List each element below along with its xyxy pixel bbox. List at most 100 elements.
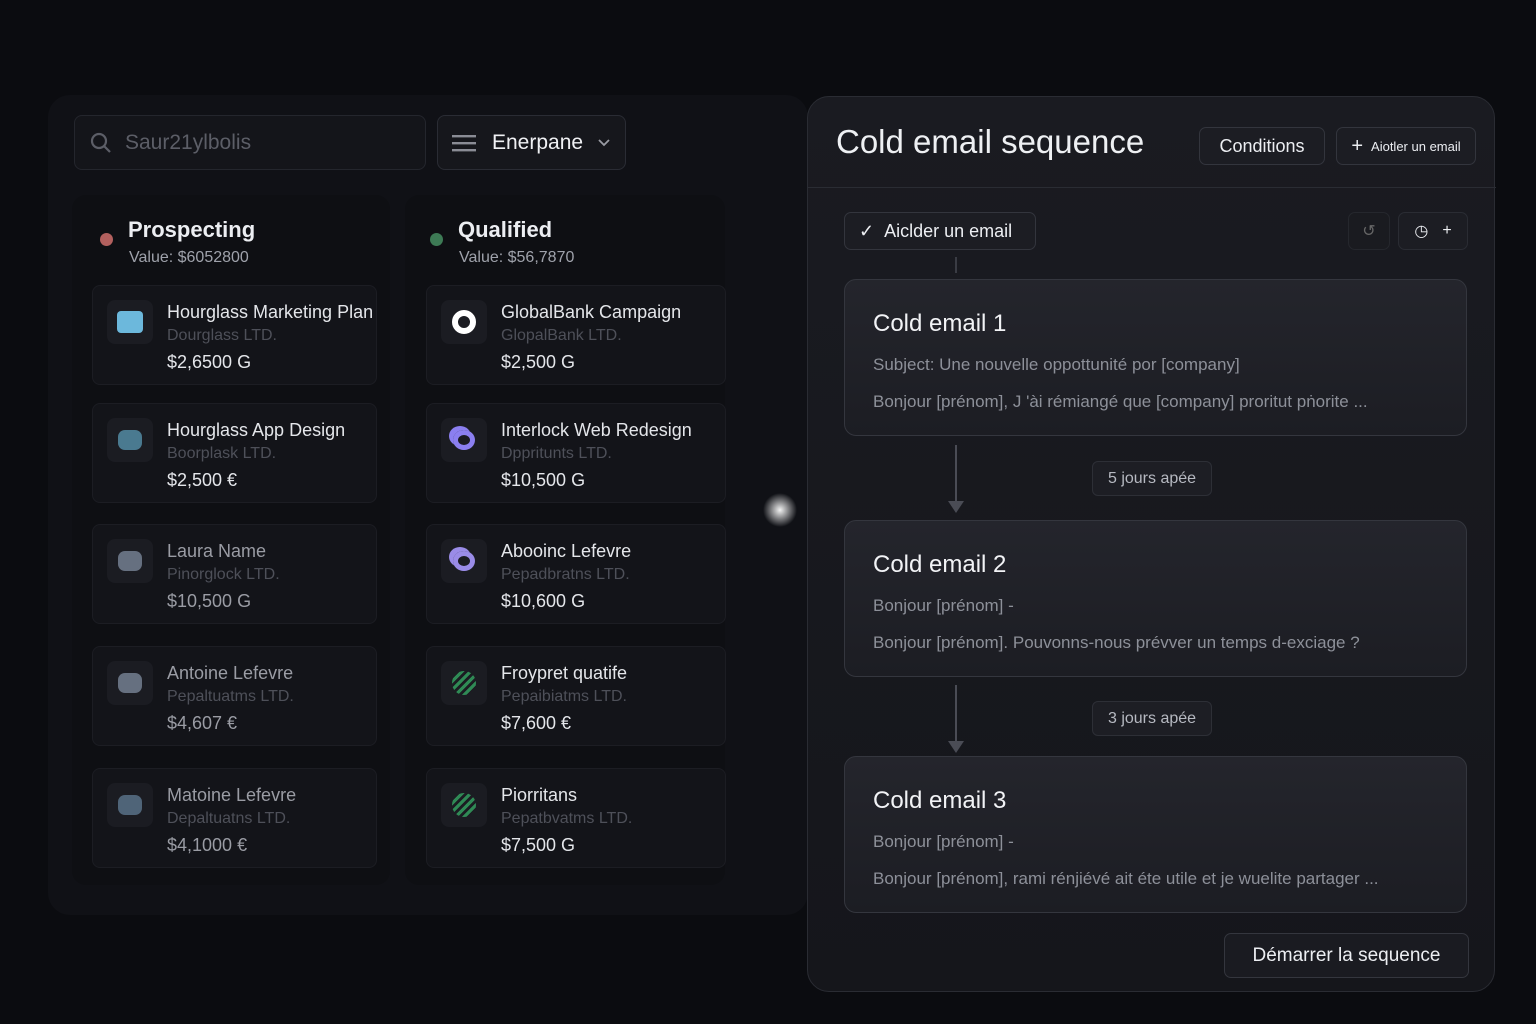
undo-icon: ↺ [1362,223,1376,240]
blob-logo-icon [107,539,153,583]
deal-title: Matoine Lefevre [167,785,297,805]
check-icon: ✓ [859,220,875,241]
deal-amount: $10,500 G [501,470,586,490]
email-step-title: Cold email 1 [873,310,1007,337]
timer-add-button[interactable]: ◷ + [1398,212,1468,250]
delay-badge[interactable]: 3 jours apée [1092,701,1212,736]
undo-button[interactable]: ↺ [1348,212,1390,250]
menu-icon [452,134,476,151]
deal-company: Pepaibiatms LTD. [501,688,627,705]
deal-title: Froypret quatife [501,663,628,683]
search-input[interactable] [125,130,405,155]
search-icon [90,132,111,153]
ring-logo-icon-shape [452,310,476,334]
leaf-logo-icon-shape [452,793,476,817]
deal-card[interactable]: Piorritans Pepatbvatms LTD. $7,500 G [426,768,726,868]
email-step-preview: Bonjour [prénom], J 'ài rémiangé que [co… [873,392,1368,411]
deal-company: Dppritunts LTD. [501,445,612,462]
sequence-title: Cold email sequence [836,123,1145,160]
plus-icon: + [1351,134,1364,157]
blob-logo-icon-shape [118,673,142,693]
boot-logo-icon [107,783,153,827]
interlock-logo-icon [441,539,487,583]
deal-title: Piorritans [501,785,578,805]
interlock-logo-icon-shape [453,551,475,571]
add-email-header-label: Aiotler un email [1371,138,1461,154]
deal-title: GlobalBank Campaign [501,302,682,322]
column-value: Value: $56,7870 [459,249,575,266]
interlock-logo-icon-shape [453,430,475,450]
email-step-subject: Bonjour [prénom] - [873,596,1014,615]
deal-company: Pepatbvatms LTD. [501,810,633,827]
deal-amount: $10,500 G [167,591,252,611]
deal-card[interactable]: Laura Name Pinorglock LTD. $10,500 G [92,524,377,624]
connector-line [955,685,957,741]
deal-card[interactable]: Froypret quatife Pepaibiatms LTD. $7,600 € [426,646,726,746]
add-email-button[interactable]: ✓ Aiclder un email [844,212,1036,250]
status-dot [100,233,113,246]
arrow-down-icon [948,741,964,753]
deal-title: Hourglass Marketing Plan [167,302,374,322]
deal-card[interactable]: Matoine Lefevre Depaltuatns LTD. $4,1000 € [92,768,377,868]
email-step-preview: Bonjour [prénom], rami rénjiévé ait éte … [873,869,1379,888]
delay-badge[interactable]: 5 jours apée [1092,461,1212,496]
deal-amount: $2,6500 G [167,352,252,372]
blob-logo-icon-shape [118,551,142,571]
filter-dropdown[interactable]: Enerpane [437,115,626,170]
deal-title: Interlock Web Redesign [501,420,692,440]
deal-card[interactable]: Interlock Web Redesign Dppritunts LTD. $10… [426,403,726,503]
conditions-button[interactable]: Conditions [1199,127,1325,165]
email-sequence-panel: Cold email sequence Conditions + Aiotler… [807,96,1496,992]
plus-icon: + [1442,222,1452,239]
deal-amount: $2,500 € [167,470,238,490]
deal-company: Dourglass LTD. [167,327,277,344]
deal-title: Laura Name [167,541,267,561]
deal-card[interactable]: Hourglass Marketing Plan Dourglass LTD. $2… [92,285,377,385]
email-step-title: Cold email 2 [873,551,1007,578]
app-logo-icon-shape [118,430,142,450]
header-divider [808,187,1496,188]
add-email-header-button[interactable]: + Aiotler un email [1336,127,1476,165]
status-dot [430,233,443,246]
email-step-subject: Bonjour [prénom] - [873,832,1014,851]
email-step-card[interactable]: Cold email 1 Subject: Une nouvelle oppott… [844,279,1467,436]
deal-card[interactable]: GlobalBank Campaign GlopalBank LTD. $2,500… [426,285,726,385]
hourglass-logo-icon [107,300,153,344]
column-title: Qualified [458,217,553,242]
app-logo-icon [107,418,153,462]
deal-company: Boorplask LTD. [167,445,277,462]
pipeline-column-prospecting: Prospecting Value: $6052800 Hourglass Mark… [72,195,390,885]
deal-amount: $4,1000 € [167,835,248,855]
deal-amount: $7,600 € [501,713,572,733]
leaf-logo-icon-shape [452,671,476,695]
deal-company: Pepaltuatms LTD. [167,688,294,705]
pipeline-column-qualified: Qualified Value: $56,7870 GlobalBank Campa… [405,195,726,885]
start-sequence-button[interactable]: Démarrer la sequence [1224,933,1469,978]
search-bar[interactable] [74,115,426,170]
filter-label: Enerpane [492,130,584,154]
deal-company: Pinorglock LTD. [167,566,280,583]
deal-card[interactable]: Hourglass App Design Boorplask LTD. $2,500… [92,403,377,503]
deal-title: Hourglass App Design [167,420,346,440]
boot-logo-icon-shape [118,795,142,815]
clock-icon: ◷ [1414,223,1429,240]
hourglass-logo-icon-shape [117,311,143,333]
column-value: Value: $6052800 [129,249,249,266]
deal-amount: $7,500 G [501,835,576,855]
leaf-logo-icon [441,783,487,827]
email-step-card[interactable]: Cold email 3 Bonjour [prénom] - Bonjour [p… [844,756,1467,913]
email-step-title: Cold email 3 [873,787,1007,814]
deal-title: Abooinc Lefevre [501,541,632,561]
email-step-subject: Subject: Une nouvelle oppottunité por [c… [873,355,1240,374]
deal-card[interactable]: Abooinc Lefevre Pepadbratns LTD. $10,600 G [426,524,726,624]
ring-logo-icon [441,300,487,344]
light-flare [760,490,800,530]
deal-amount: $2,500 G [501,352,576,372]
chevron-down-icon [598,138,610,146]
deal-company: Depaltuatns LTD. [167,810,291,827]
add-email-label: Aiclder un email [884,220,1013,241]
email-step-preview: Bonjour [prénom]. Pouvonns-nous prévver … [873,633,1360,652]
leaf-logo-icon [441,661,487,705]
deal-card[interactable]: Antoine Lefevre Pepaltuatms LTD. $4,607 € [92,646,377,746]
email-step-card[interactable]: Cold email 2 Bonjour [prénom] - Bonjour [p… [844,520,1467,677]
